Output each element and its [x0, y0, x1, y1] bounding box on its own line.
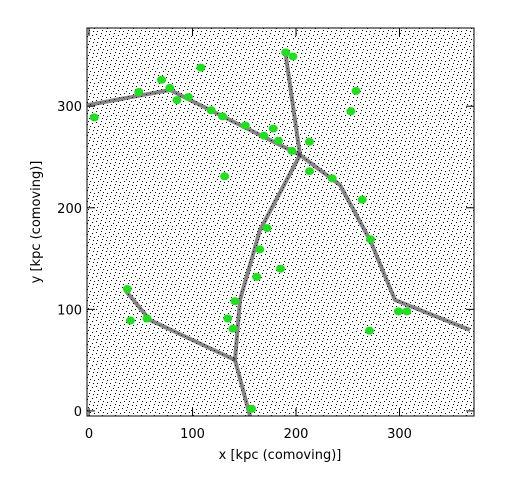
- halo: [172, 96, 182, 105]
- halo: [357, 195, 367, 204]
- halo: [304, 137, 314, 146]
- halo: [247, 404, 257, 413]
- halo: [287, 146, 297, 155]
- halo: [268, 124, 278, 133]
- x-axis-label: x [kpc (comoving)]: [219, 448, 342, 463]
- halo: [276, 264, 285, 273]
- halo: [402, 307, 412, 316]
- halo: [223, 314, 233, 323]
- halo: [262, 224, 272, 233]
- halo: [165, 83, 175, 92]
- halo: [206, 106, 216, 115]
- halo: [327, 174, 337, 183]
- halo: [366, 235, 376, 244]
- halo: [220, 172, 230, 181]
- y-axis-label: y [kpc (comoving)]: [29, 161, 44, 284]
- halo: [259, 131, 269, 140]
- halo: [240, 121, 250, 130]
- x-tick-label: 200: [284, 427, 309, 442]
- halo: [281, 48, 291, 57]
- halo: [304, 167, 314, 176]
- x-tick-label: 0: [85, 427, 93, 442]
- halo: [122, 285, 132, 294]
- halo: [230, 297, 240, 306]
- halo: [89, 113, 99, 122]
- halo: [196, 63, 206, 72]
- halo: [218, 112, 228, 121]
- halo: [393, 307, 403, 316]
- halo: [252, 272, 262, 281]
- halo: [364, 326, 374, 335]
- y-tick-label: 0: [74, 405, 82, 420]
- x-tick-label: 300: [387, 427, 412, 442]
- particle-field: [87, 28, 474, 416]
- y-tick-label: 300: [57, 100, 82, 115]
- halo: [183, 93, 193, 102]
- plot-frame: [86, 27, 475, 417]
- halo: [142, 314, 152, 323]
- y-tick-label: 200: [57, 202, 82, 217]
- halo: [134, 87, 144, 96]
- y-tick-label: 100: [57, 303, 82, 318]
- x-tick-label: 100: [180, 427, 205, 442]
- halo: [273, 136, 283, 145]
- halo: [125, 316, 135, 325]
- halo: [288, 52, 298, 61]
- halo: [255, 245, 265, 254]
- halo: [351, 86, 361, 95]
- halo: [346, 107, 356, 116]
- halo: [157, 75, 167, 84]
- halo: [228, 324, 238, 333]
